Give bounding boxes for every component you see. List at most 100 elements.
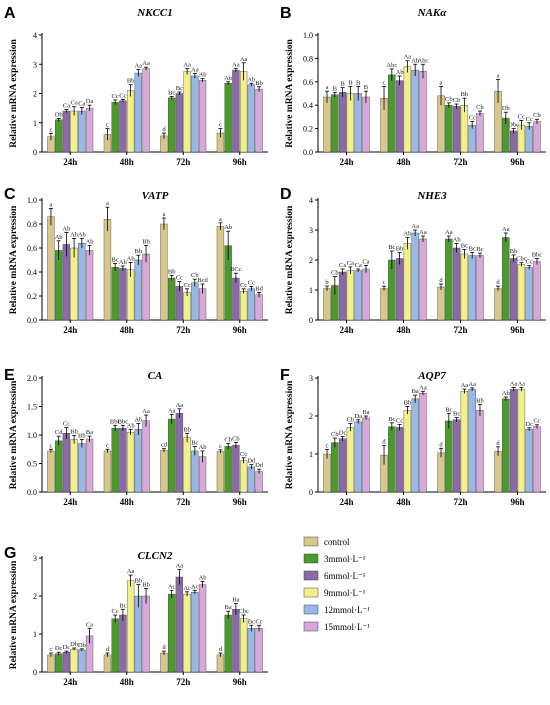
bar [437, 452, 445, 493]
bar [168, 593, 176, 673]
bar [338, 271, 347, 321]
significance-label: Cbc [516, 256, 527, 263]
significance-label: Ac [191, 583, 199, 590]
significance-label: BCc [230, 266, 242, 273]
y-tick-label: 4 [309, 196, 313, 205]
significance-label: Ab [396, 69, 404, 76]
significance-label: Cc [183, 282, 190, 289]
bar [55, 250, 63, 321]
bar [183, 437, 191, 493]
panel-e: E CA Relative mRNA expression 0.0 0.5 1.0 1.5 2… [4, 367, 268, 507]
significance-label: Ca [86, 621, 93, 628]
significance-label: c [326, 442, 329, 449]
bar [346, 270, 355, 321]
significance-label: Db [70, 641, 78, 648]
significance-label: Aa [232, 61, 240, 68]
x-tick-label: 24h [63, 325, 77, 335]
significance-label: Aa [518, 381, 526, 388]
significance-label: Dc [55, 645, 63, 652]
x-tick-label: 72h [453, 325, 467, 335]
significance-label: B [340, 81, 345, 88]
bar [323, 96, 331, 153]
significance-label: Dc [63, 644, 71, 651]
significance-label: Cd [55, 429, 63, 436]
significance-label: Ab [134, 417, 142, 424]
significance-label: c [50, 126, 53, 133]
bar [452, 247, 461, 321]
significance-label: Ca [355, 262, 362, 269]
bar [198, 80, 207, 153]
significance-label: Cc [112, 608, 119, 615]
significance-label: Ab [247, 76, 255, 83]
significance-label: Ab [86, 239, 94, 246]
bar [175, 413, 184, 493]
y-tick-label: 1.0 [27, 196, 37, 205]
bar [338, 92, 347, 153]
significance-label: Da [86, 98, 94, 105]
bar [47, 216, 55, 321]
significance-label: Aa [468, 381, 476, 388]
significance-label: B [348, 79, 353, 86]
bar [224, 446, 232, 493]
y-tick-label: 0.0 [27, 488, 37, 497]
significance-label: Bb [135, 248, 143, 255]
legend-swatch [303, 604, 319, 615]
bar [232, 69, 240, 153]
y-axis-label: Relative mRNA expression [9, 380, 19, 489]
x-tick-label: 24h [63, 677, 77, 687]
bar [47, 654, 55, 673]
bar [62, 433, 71, 493]
bar [55, 440, 63, 493]
bar [419, 71, 427, 153]
significance-label: d [439, 277, 443, 284]
significance-label: Bbc [110, 418, 121, 425]
bar [175, 286, 184, 321]
bar [142, 420, 150, 493]
significance-label: Ab [411, 57, 419, 64]
significance-label: a [163, 211, 166, 218]
bar [119, 268, 127, 321]
bar [103, 654, 112, 673]
significance-label: d [162, 644, 166, 651]
significance-label: Bb [255, 80, 263, 87]
bar [168, 277, 176, 321]
significance-label: Cc [240, 282, 247, 289]
significance-label: Ab [403, 231, 411, 238]
y-tick-label: 2 [309, 412, 313, 421]
significance-label: Ba [362, 409, 369, 416]
y-tick-label: 2 [33, 90, 37, 99]
panel-title: NHE3 [416, 190, 447, 202]
bar [191, 450, 199, 493]
y-tick-label: 1 [33, 630, 37, 639]
bar [509, 258, 518, 321]
bar [134, 259, 142, 321]
significance-label: Dd [247, 458, 256, 465]
bar [85, 107, 94, 153]
bar [111, 427, 119, 493]
bar [247, 628, 255, 673]
legend-label: 12mmol·L⁻¹ [324, 605, 370, 615]
bar [255, 471, 263, 493]
significance-label: d [496, 440, 500, 447]
significance-label: Bb [142, 239, 150, 246]
y-tick-label: 0.8 [303, 54, 313, 63]
x-tick-label: 96h [233, 325, 247, 335]
significance-label: Ca [70, 100, 77, 107]
significance-label: a [440, 79, 443, 86]
bar [247, 84, 255, 153]
x-tick-label: 72h [176, 325, 190, 335]
bar [533, 121, 541, 153]
bar [142, 68, 150, 153]
bar [126, 580, 135, 673]
bar [255, 294, 263, 321]
bar [411, 232, 419, 321]
significance-label: Bc [388, 416, 395, 423]
bar [111, 267, 119, 321]
bar [70, 247, 78, 321]
x-tick-label: 96h [233, 677, 247, 687]
panel-letter: B [280, 5, 292, 22]
significance-label: Bb [461, 91, 469, 98]
bar [142, 253, 150, 321]
x-tick-label: 48h [396, 157, 410, 167]
significance-label: c [50, 646, 53, 653]
